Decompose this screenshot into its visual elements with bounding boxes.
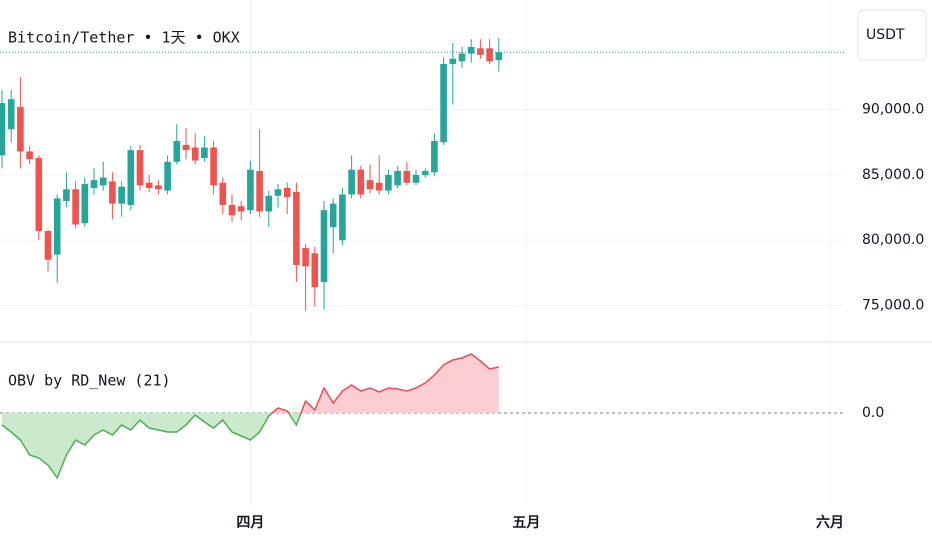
candle-body xyxy=(173,140,181,162)
candle-body xyxy=(274,189,282,196)
candle-body xyxy=(35,157,43,232)
candle-body xyxy=(385,174,392,191)
x-tick-label: 四月 xyxy=(236,515,264,531)
candle-body xyxy=(72,189,79,225)
candle-body xyxy=(495,52,503,61)
candle-body xyxy=(201,147,208,158)
candle-body xyxy=(145,182,153,188)
x-tick-label: 五月 xyxy=(512,515,540,531)
candle-body xyxy=(155,185,162,190)
candle-body xyxy=(53,198,61,255)
candle-body xyxy=(26,151,33,160)
candle-body xyxy=(403,171,411,183)
candle-body xyxy=(265,195,273,212)
candle-body xyxy=(109,181,116,204)
y-tick-label: 80,000.0 xyxy=(862,232,924,248)
candle-body xyxy=(329,203,337,228)
candle-body xyxy=(449,58,457,64)
candle-body xyxy=(412,174,420,183)
candle-body xyxy=(440,63,447,143)
candle-body xyxy=(348,169,355,195)
candle-body xyxy=(164,161,171,191)
candle-body xyxy=(210,147,217,186)
candle-body xyxy=(237,206,245,212)
y-tick-label: 85,000.0 xyxy=(862,167,924,183)
candle-body xyxy=(182,144,190,151)
candle-body xyxy=(44,231,52,260)
candle-body xyxy=(99,177,107,186)
candle-body xyxy=(421,171,429,175)
candle-body xyxy=(118,186,125,204)
candle-body xyxy=(477,48,484,55)
candle-body xyxy=(7,99,15,130)
currency-label[interactable]: USDT xyxy=(866,27,905,43)
candle-body xyxy=(17,107,24,152)
obv-line xyxy=(1,353,499,480)
candle-body xyxy=(431,140,438,173)
candle-body xyxy=(366,180,374,190)
candle-body xyxy=(467,46,475,54)
candle-body xyxy=(486,48,493,62)
candle-body xyxy=(357,169,365,195)
candle-body xyxy=(0,103,6,156)
candle-body xyxy=(256,171,263,212)
candle-body xyxy=(228,204,236,216)
candle-body xyxy=(293,191,300,265)
candle-body xyxy=(394,171,401,186)
y-tick-label: 75,000.0 xyxy=(862,297,924,313)
candle-body xyxy=(283,187,291,198)
candle-body xyxy=(90,180,98,188)
candle-body xyxy=(247,169,254,211)
candle-body xyxy=(375,182,383,191)
obv-area xyxy=(2,354,499,478)
candle-body xyxy=(311,253,319,288)
candle-body xyxy=(339,194,346,241)
y-tick-label: 90,000.0 xyxy=(862,102,924,118)
x-tick-label: 六月 xyxy=(816,514,844,531)
candle-body xyxy=(81,184,89,224)
candle-body xyxy=(191,147,199,161)
candle-body xyxy=(458,53,466,62)
candle-body xyxy=(63,189,70,202)
candle-body xyxy=(219,182,227,205)
candle-body xyxy=(136,150,144,186)
candle-body xyxy=(320,210,328,282)
candle-body xyxy=(127,150,135,205)
currency-button[interactable] xyxy=(857,9,927,61)
candle-body xyxy=(302,248,309,267)
y-tick-label: 0.0 xyxy=(862,405,884,421)
chart-title: Bitcoin/Tether • 1天 • OKX xyxy=(8,29,240,47)
indicator-title: OBV by RD_New (21) xyxy=(8,372,171,390)
